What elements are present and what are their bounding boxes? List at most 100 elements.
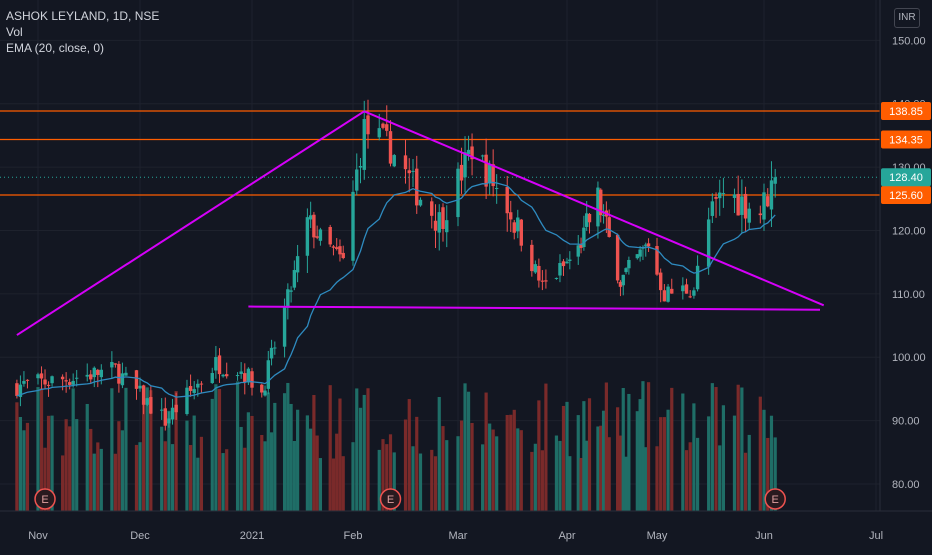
candle-body (113, 363, 118, 365)
volume-bar (670, 387, 674, 511)
price-tick-label: 150.00 (892, 35, 926, 47)
candle-body (658, 272, 663, 291)
trendline (363, 110, 825, 307)
candle-body (743, 193, 748, 219)
candle-body (670, 288, 674, 294)
candle-body (582, 227, 586, 248)
candle-body (25, 379, 30, 381)
candle-body (599, 189, 603, 216)
volume-bar (644, 447, 648, 511)
candle-body (747, 208, 751, 223)
volume-bar (587, 398, 592, 511)
time-tick-label: Apr (558, 530, 575, 542)
candle-body (624, 268, 628, 273)
volume-bar (579, 457, 583, 511)
candle-body (308, 215, 313, 220)
volume-bar (554, 435, 559, 511)
candle-body (273, 347, 277, 349)
candle-body (149, 397, 153, 414)
volume-bar (692, 403, 696, 511)
earnings-event-label: E (772, 494, 779, 506)
candle-body (36, 374, 40, 379)
volume-bar (36, 387, 40, 511)
candle-body (170, 407, 175, 420)
candle-body (655, 246, 659, 275)
volume-bar (565, 401, 569, 511)
time-axis-panel (0, 511, 932, 550)
candle-body (579, 244, 583, 248)
volume-bar (263, 441, 267, 511)
candle-body (519, 219, 523, 246)
candle-body (282, 307, 287, 347)
volume-bar (445, 440, 449, 511)
volume-bar (415, 416, 419, 511)
candle-body (494, 188, 499, 190)
candle-body (565, 261, 569, 264)
volume-bar (305, 415, 309, 511)
volume-bar (68, 426, 72, 511)
candle-body (576, 245, 580, 257)
volume-bar (43, 447, 47, 511)
volume-bar (736, 384, 740, 511)
volume-bar (269, 432, 274, 511)
candle-body (99, 369, 104, 378)
candle-body (266, 360, 270, 389)
candle-body (385, 124, 389, 131)
candle-body (681, 285, 685, 292)
currency-button[interactable]: INR (894, 8, 920, 28)
volume-bar (75, 419, 79, 511)
volume-bar (537, 400, 541, 511)
volume-bar (273, 402, 277, 511)
candle-body (50, 376, 54, 384)
volume-bar (655, 446, 659, 511)
volume-bar (459, 420, 464, 511)
earnings-event-icon (379, 488, 402, 510)
volume-bar (282, 393, 287, 511)
volume-bar (50, 415, 54, 511)
price-tick-label: 100.00 (892, 352, 926, 364)
candle-body (138, 385, 142, 389)
volume-bar (92, 453, 96, 511)
candle-body (312, 214, 316, 238)
candle-body (192, 389, 196, 393)
volume-bar (681, 393, 685, 511)
candle-body (260, 384, 264, 393)
candle-body (441, 207, 445, 229)
volume-bar (239, 426, 243, 511)
candle-body (269, 347, 274, 359)
volume-bar (607, 437, 611, 511)
candle-body (554, 277, 559, 279)
volume-bar (437, 397, 441, 511)
volume-bar (292, 440, 296, 511)
time-tick-label: Mar (449, 530, 468, 542)
candle-body (537, 265, 541, 281)
time-tick-label: Feb (344, 530, 363, 542)
candle-body (355, 169, 359, 191)
volume-bar (433, 456, 438, 511)
volume-bar (328, 385, 332, 511)
ema-line (16, 181, 776, 398)
volume-bar (120, 430, 125, 511)
volume-bar (167, 410, 171, 511)
volume-bar (15, 402, 19, 511)
candle-body (292, 270, 297, 288)
candle-body (381, 123, 385, 128)
candle-body (684, 284, 689, 294)
candle-body (92, 367, 96, 378)
candle-body (470, 146, 474, 160)
candle-body (60, 376, 65, 380)
volume-bar (117, 421, 121, 511)
volume-bar (530, 451, 534, 511)
price-tag (881, 168, 931, 187)
volume-bar (335, 433, 339, 511)
volume-bar (540, 450, 544, 511)
volume-bar (138, 442, 142, 511)
volume-bar (210, 398, 214, 511)
volume-bar (22, 430, 26, 511)
candle-body (437, 212, 441, 233)
volume-bar (509, 414, 513, 511)
volume-bar (235, 381, 240, 511)
price-tag-label: 128.40 (889, 172, 923, 184)
